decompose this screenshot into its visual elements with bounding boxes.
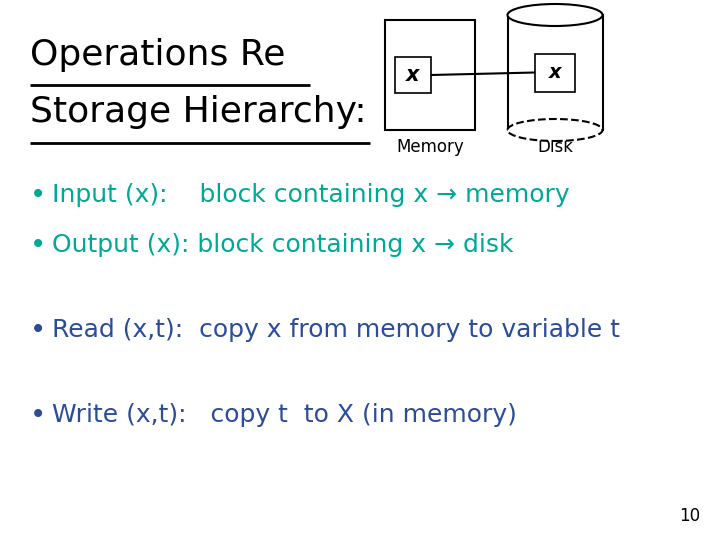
Text: Operations Re: Operations Re xyxy=(30,38,285,72)
Text: •: • xyxy=(30,316,46,344)
Text: x: x xyxy=(549,63,562,82)
Ellipse shape xyxy=(508,4,603,26)
Bar xyxy=(508,15,603,130)
Text: Storage Hierarchy:: Storage Hierarchy: xyxy=(30,95,366,129)
Text: Disk: Disk xyxy=(537,138,573,156)
Text: •: • xyxy=(30,401,46,429)
Bar xyxy=(395,57,431,93)
Text: x: x xyxy=(406,65,420,85)
Text: Read (x,t):  copy x from memory to variable t: Read (x,t): copy x from memory to variab… xyxy=(52,318,620,342)
Text: •: • xyxy=(30,181,46,209)
Bar xyxy=(535,53,575,91)
Text: Input (x):    block containing x → memory: Input (x): block containing x → memory xyxy=(52,183,570,207)
Ellipse shape xyxy=(508,119,603,141)
Text: 10: 10 xyxy=(679,507,700,525)
Bar xyxy=(385,20,475,130)
Text: Memory: Memory xyxy=(396,138,464,156)
Text: •: • xyxy=(30,231,46,259)
Text: Write (x,t):   copy t  to X (in memory): Write (x,t): copy t to X (in memory) xyxy=(52,403,517,427)
Text: Output (x): block containing x → disk: Output (x): block containing x → disk xyxy=(52,233,513,257)
